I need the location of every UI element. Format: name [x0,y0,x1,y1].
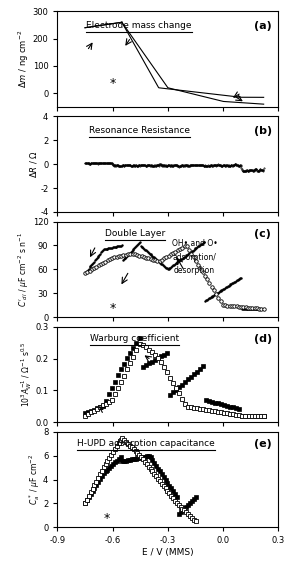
Text: *: * [110,302,116,315]
Text: desorption: desorption [174,266,215,276]
Text: (c): (c) [255,229,271,239]
Text: (d): (d) [254,335,272,344]
Text: Resonance Resistance: Resonance Resistance [89,126,190,135]
Text: *: * [110,77,116,90]
Text: (a): (a) [254,21,272,31]
Text: Warburg coefficient: Warburg coefficient [90,335,179,343]
Y-axis label: $C'_{dl}$ / $\mu$F cm$^{-2}$ s n$^{-1}$: $C'_{dl}$ / $\mu$F cm$^{-2}$ s n$^{-1}$ [17,232,31,307]
Text: adsorption/: adsorption/ [172,253,216,262]
Y-axis label: $\Delta R$ / $\Omega$: $\Delta R$ / $\Omega$ [28,150,39,178]
Text: (b): (b) [254,126,272,136]
Text: OH• and O•: OH• and O• [172,239,217,248]
Y-axis label: $10^3 A_W^{-1}$ / $\Omega^{-1}$ s$^{0.5}$: $10^3 A_W^{-1}$ / $\Omega^{-1}$ s$^{0.5}… [19,342,34,407]
Text: (e): (e) [254,439,272,450]
Text: *: * [104,512,110,525]
Y-axis label: $\Delta m$ / ng cm$^{-2}$: $\Delta m$ / ng cm$^{-2}$ [17,30,31,88]
X-axis label: E / V (MMS): E / V (MMS) [142,548,194,557]
Text: H-UPD adsorption capacitance: H-UPD adsorption capacitance [77,439,215,448]
Text: Electrode mass change: Electrode mass change [86,21,192,30]
Y-axis label: $C^*_a$ / $\mu$F cm$^{-2}$: $C^*_a$ / $\mu$F cm$^{-2}$ [27,454,42,505]
Text: Double Layer: Double Layer [105,229,165,238]
